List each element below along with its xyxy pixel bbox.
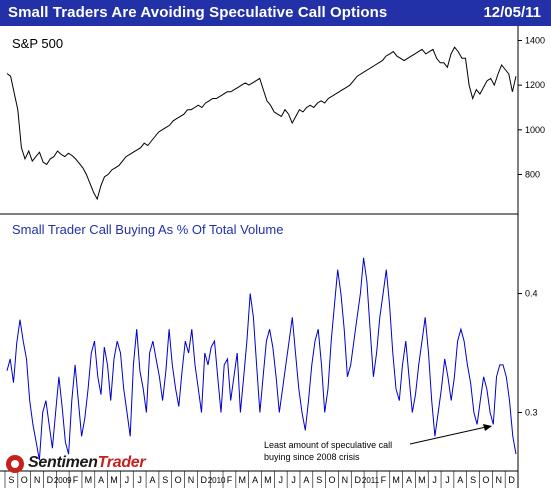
x-tick-label: J <box>432 475 437 485</box>
call-buying-panel: Small Trader Call Buying As % Of Total V… <box>6 222 538 461</box>
x-tick-label: O <box>482 475 489 485</box>
x-tick-label: J <box>125 475 130 485</box>
call-buying-ytick-label: 0.3 <box>525 407 538 417</box>
call-buying-ytick-label: 0.4 <box>525 289 538 299</box>
x-tick-label: J <box>137 475 142 485</box>
chart-header: Small Traders Are Avoiding Speculative C… <box>0 0 551 26</box>
x-tick-label: J <box>278 475 283 485</box>
x-tick-label: A <box>149 475 155 485</box>
sp500-panel: S&P 500 800 1000 1200 1400 <box>6 35 545 201</box>
x-tick-label: D <box>508 475 515 485</box>
x-tick-label: 2011 <box>362 476 380 485</box>
x-tick-label: 2010 <box>208 476 226 485</box>
x-tick-label: S <box>316 475 322 485</box>
x-tick-label: F <box>227 475 233 485</box>
chart-date: 12/05/11 <box>483 4 541 21</box>
call-buying-title: Small Trader Call Buying As % Of Total V… <box>12 222 283 237</box>
logo-text-part1: Sentimen <box>28 454 98 471</box>
annotation-arrowhead <box>483 424 492 431</box>
x-tick-label: O <box>21 475 28 485</box>
annotation-text-line: Least amount of speculative call <box>264 440 392 450</box>
x-tick-label: M <box>392 475 400 485</box>
sp500-title: S&P 500 <box>12 36 63 51</box>
x-tick-label: A <box>406 475 412 485</box>
sp500-series-line <box>6 46 517 201</box>
x-tick-label: O <box>175 475 182 485</box>
x-tick-label: S <box>8 475 14 485</box>
logo-mark-icon <box>6 455 24 473</box>
x-tick-label: M <box>85 475 93 485</box>
sp500-ytick-label: 1400 <box>525 35 545 45</box>
x-tick-label: N <box>188 475 195 485</box>
chart-title: Small Traders Are Avoiding Speculative C… <box>8 4 388 21</box>
chart-frame: S O N D 2009 F M A M J J A S O N D 2010 F M A M J J A S O N D 2011 F M… <box>0 26 519 488</box>
logo-text-part2: Trader <box>97 454 146 471</box>
x-tick-label: S <box>470 475 476 485</box>
annotation-arrow <box>409 426 487 445</box>
x-tick-label: D <box>47 475 54 485</box>
sp500-ytick-label: 800 <box>525 169 540 179</box>
sentimentrader-logo: SentimenTrader <box>4 452 146 476</box>
x-tick-label: M <box>110 475 118 485</box>
x-tick-label: J <box>445 475 450 485</box>
x-tick-label: M <box>239 475 247 485</box>
x-tick-label: N <box>34 475 41 485</box>
x-tick-label: S <box>162 475 168 485</box>
x-tick-label: A <box>457 475 463 485</box>
x-tick-label: A <box>252 475 258 485</box>
chart-area: S&P 500 800 1000 1200 1400 Small Trader Call… <box>0 26 551 490</box>
x-tick-label: N <box>496 475 503 485</box>
x-tick-label: M <box>264 475 272 485</box>
x-tick-label: O <box>329 475 336 485</box>
sp500-ytick-label: 1200 <box>525 80 545 90</box>
x-tick-label: A <box>98 475 104 485</box>
x-tick-label: N <box>342 475 349 485</box>
x-tick-label: D <box>354 475 361 485</box>
x-tick-label: M <box>418 475 426 485</box>
x-tick-label: F <box>381 475 387 485</box>
x-tick-label: A <box>303 475 309 485</box>
x-tick-label: 2009 <box>54 476 72 485</box>
call-buying-series-line <box>6 257 517 461</box>
sp500-ytick-label: 1000 <box>525 125 545 135</box>
x-tick-label: F <box>73 475 79 485</box>
annotation-text-line: buying since 2008 crisis <box>264 452 360 462</box>
x-tick-label: J <box>291 475 296 485</box>
x-tick-label: D <box>201 475 208 485</box>
